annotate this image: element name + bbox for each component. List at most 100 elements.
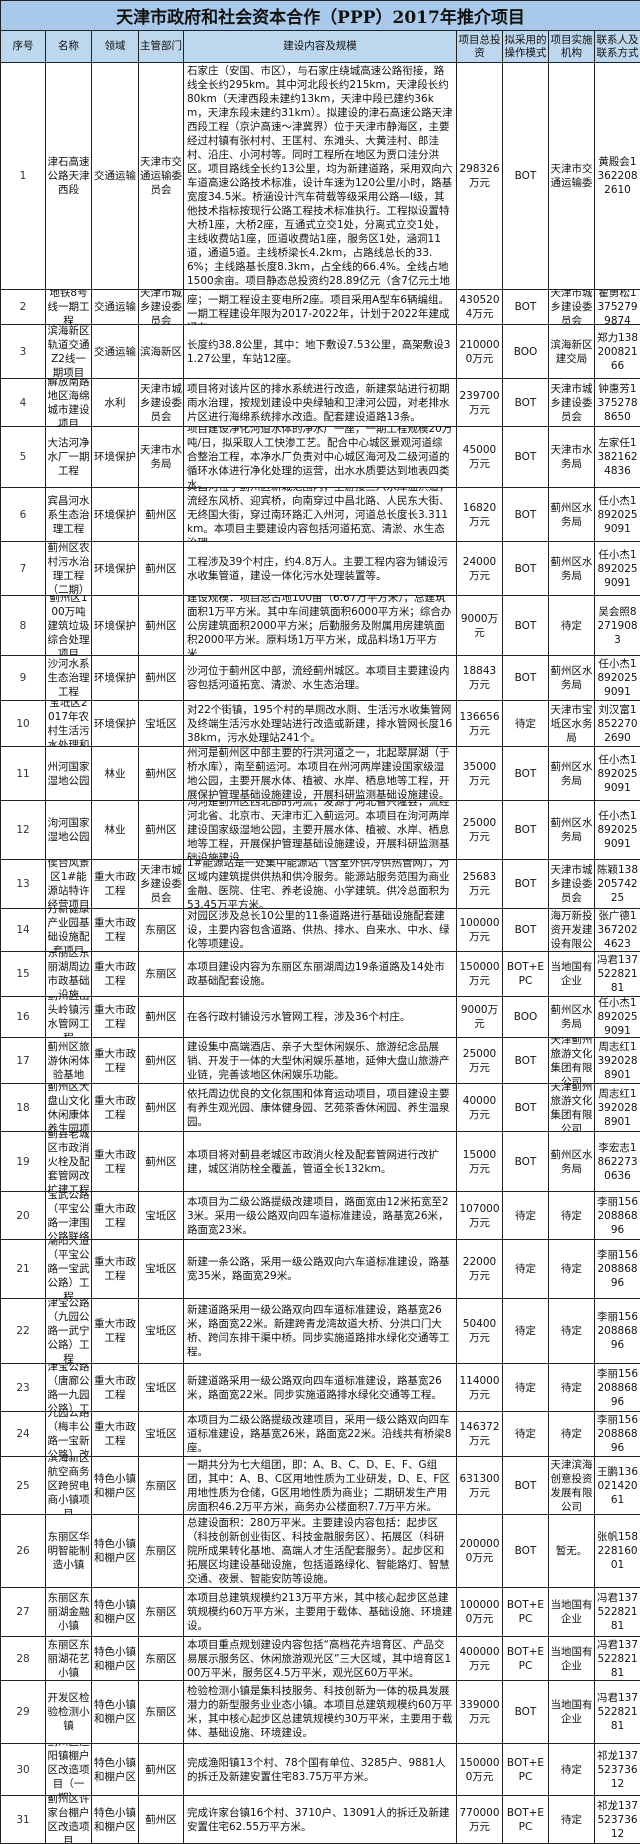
cell-contact-text: 李宏志18622730636 [595,1132,640,1191]
cell-desc-text: 一期共分为七大组团，即：A、B、C、D、E、F、G组团，其中：A、B、C区用地性… [184,1457,456,1514]
cell-dept-text: 蓟州区 [139,488,183,541]
cell-name: 九园公路（梅丰公路一宝新公路）改 [46,1412,92,1457]
cell-org-text: 天津蓟州旅游文化集团有限公司 [549,1038,594,1083]
cell-invest-text: 631300万元 [457,1457,502,1514]
cell-invest-text: 50400万元 [457,1299,502,1363]
cell-name-text: 州河国家湿地公园 [46,747,91,800]
cell-field-text: 环境保护 [92,701,138,746]
cell-name: 蓟州区许家台棚户区改造项目 [46,1796,92,1844]
cell-contact-text: 吴会照82719083 [595,596,640,655]
cell-org: 天津蓟州旅游文化集团有限公司 [549,1038,595,1084]
cell-mode-text: BOT [503,63,548,289]
cell-name: 东丽区东丽湖周边市政基础设施 [46,952,92,997]
cell-org-text: 待定 [549,1299,594,1363]
cell-desc: 州河是蓟州区中部主要的行洪河道之一，北起翠屏湖（于桥水库），南至蓟运河。本项目在… [184,747,457,801]
cell-dept-text: 东丽区 [139,1588,183,1636]
cell-invest-text: 400000万元 [457,1637,502,1680]
cell-name: 东丽区东丽湖花艺小镇 [46,1637,92,1681]
cell-name: 泃河国家湿地公园 [46,801,92,860]
cell-no-text: 27 [1,1588,45,1636]
cell-no-text: 23 [1,1364,45,1411]
cell-org: 天津市城乡建设委员会 [549,379,595,427]
cell-desc: 项目建设净化河道水体的净水厂一座，一期工程规模20万吨/日，拟采取人工快渗工艺。… [184,427,457,488]
cell-dept-text: 东丽区 [139,909,183,951]
cell-no: 23 [1,1364,46,1412]
cell-name-text: 蓟州区许家台棚户区改造项目 [46,1796,91,1843]
cell-invest-text: 18843万元 [457,656,502,700]
cell-name: 宝武公路（平宝公路一津围公路联络 [46,1192,92,1240]
cell-invest-text: 114000万元 [457,1364,502,1411]
cell-no-text: 1 [1,63,45,289]
cell-invest: 339000万元 [457,1681,503,1744]
cell-desc-text: 新建道路采用一级公路双向四车道标准建设，路基宽26米，路面宽22米。同步实施道路… [184,1364,456,1411]
cell-invest-text: 15000万元 [457,1132,502,1191]
cell-contact: 李丽15620886896 [595,1364,640,1412]
cell-name: 蓟州区大盘山文化休闲康体养生园项 [46,1084,92,1132]
cell-name-text: 蓟县老城区市政消火栓及配套管网改扩建工程 [46,1132,91,1191]
cell-desc-text: 项目将对该片区的排水系统进行改造，新建泵站进行初期雨水治理，按规划建设中央绿轴和… [184,379,456,426]
cell-org: 天津市城乡建设委员会 [549,290,595,325]
cell-org: 蓟州区水务局 [549,656,595,701]
cell-contact-text: 冯君13752282181 [595,1681,640,1743]
cell-name-text: 东丽区东丽湖金融小镇 [46,1588,91,1636]
cell-org-text: 当地国有企业 [549,1637,594,1680]
cell-dept-text: 蓟州区 [139,1796,183,1843]
cell-desc: 总建设面积：280万平米。主要建设内容包括：起步区（科技创新创业街区、科技金融服… [184,1515,457,1588]
cell-no-text: 16 [1,997,45,1037]
cell-contact: 李丽15620886896 [595,1412,640,1457]
cell-dept-text: 东丽区 [139,1637,183,1680]
cell-field-text: 水利 [92,379,138,426]
cell-no: 12 [1,801,46,860]
cell-contact-text: 冯君13752282181 [595,1637,640,1680]
cell-contact: 冯君13752282181 [595,952,640,997]
cell-invest: 2000000万元 [457,1515,503,1588]
cell-dept-text: 蓟州区 [139,542,183,595]
cell-org: 当地国有企业 [549,1681,595,1744]
cell-dept: 东丽区 [139,1457,184,1515]
cell-field-text: 林业 [92,747,138,800]
cell-invest-text: 25000万元 [457,1038,502,1083]
cell-field-text: 特色小镇和棚户区 [92,1457,138,1514]
cell-dept-text: 天津市城乡建设委员会 [139,290,183,324]
cell-field: 重大市政工程 [92,952,139,997]
cell-name-text: 大沽河净水厂一期工程 [46,427,91,487]
cell-invest-text: 2000000万元 [457,1515,502,1587]
cell-mode: BOT [503,379,549,427]
cell-mode: BOT [503,1132,549,1192]
cell-name-text: 宝武公路（平宝公路一津围公路联络 [46,1192,91,1239]
cell-invest-text: 4305204万元 [457,290,502,324]
cell-name: 大沽河净水厂一期工程 [46,427,92,488]
cell-desc: 新建一条公路，采用一级公路双向六车道标准建设，路基宽35米，路面宽29米。 [184,1240,457,1299]
cell-field: 特色小镇和棚户区 [92,1588,139,1637]
cell-mode: BOT [503,909,549,952]
cell-name: 解放南路地区海绵城市建设项目 [46,379,92,427]
cell-field: 重大市政工程 [92,860,139,909]
cell-dept-text: 宝坻区 [139,1192,183,1239]
cell-org-text: 当地国有企业 [549,1588,594,1636]
cell-field: 重大市政工程 [92,1299,139,1364]
cell-contact: 刘汉富18522702690 [595,701,640,747]
cell-field: 环境保护 [92,427,139,488]
cell-contact-text: 任小杰18920259091 [595,997,640,1037]
cell-contact: 任小杰18920259091 [595,997,640,1038]
cell-invest-text: 339000万元 [457,1681,502,1743]
cell-no-text: 26 [1,1515,45,1587]
cell-no: 9 [1,656,46,701]
cell-no-text: 3 [1,325,45,378]
cell-dept: 蓟州区 [139,747,184,801]
cell-no: 14 [1,909,46,952]
cell-org-text: 天津滨海创意投资发展有限公司 [549,1457,594,1514]
cell-name-text: 东丽区东丽湖周边市政基础设施 [46,952,91,996]
cell-mode-text: BOT [503,1515,548,1587]
cell-org-text: 天津市滨海万新投资开发建设有限公司 [549,909,594,951]
cell-desc-text: 本项目重点规划建设内容包括“高档花卉培育区、产品交易展示服务区、休闲旅游观光区”… [184,1637,456,1680]
cell-no-text: 15 [1,952,45,996]
cell-desc: 项目将对该片区的排水系统进行改造，新建泵站进行初期雨水治理，按规划建设中央绿轴和… [184,379,457,427]
header-org: 项目实施机构 [549,31,595,63]
